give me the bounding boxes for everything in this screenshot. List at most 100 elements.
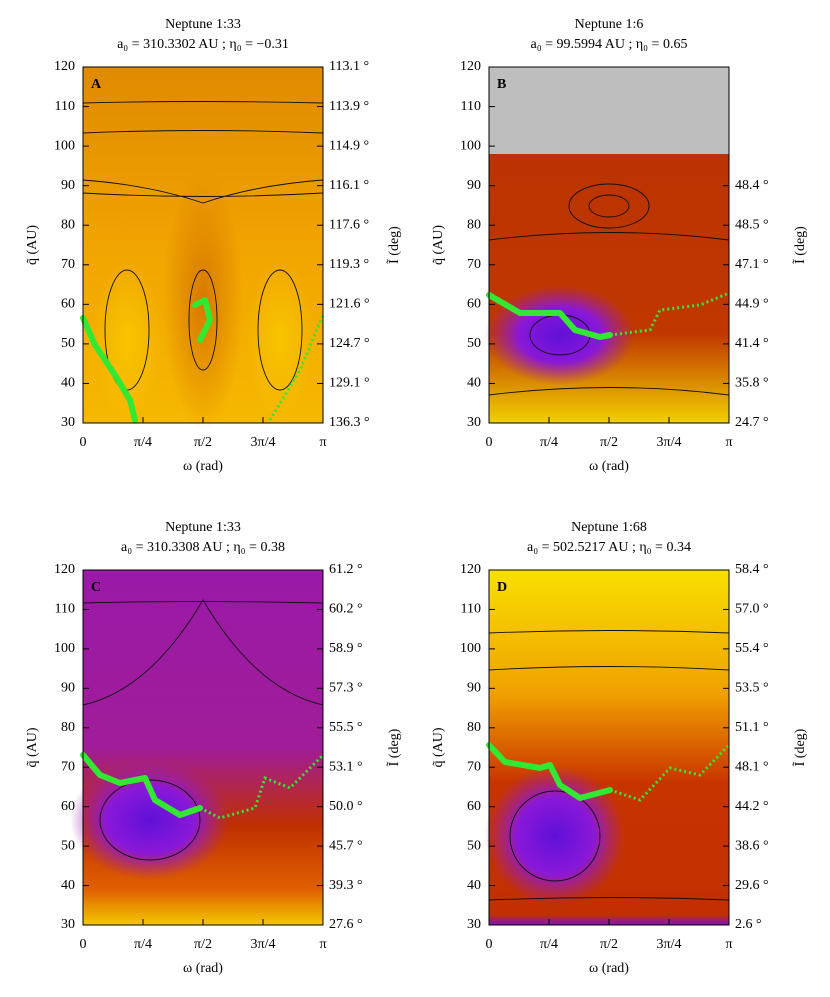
y-tick-label: 60	[467, 799, 481, 814]
y-tick-label: 80	[61, 217, 75, 232]
y-tick-label: 40	[467, 376, 481, 391]
y-tick-label: 90	[467, 178, 481, 193]
x-tick-label: 0	[80, 937, 87, 952]
y-tick-label: 70	[467, 257, 481, 272]
y-tick-label: 90	[61, 681, 75, 696]
y-tick-label: 110	[461, 602, 481, 617]
y-tick-label: 70	[61, 759, 75, 774]
y-tick-label: 100	[54, 641, 75, 656]
y2-tick-label: 53.5 °	[735, 681, 769, 696]
y-axis-label: q̃ (AU)	[431, 225, 446, 265]
panel-subtitle: a₀ = 502.5217 AU ; η₀ = 0.34	[527, 540, 691, 555]
panel-label: B	[497, 77, 506, 92]
x-tick-label: π	[725, 937, 732, 952]
y2-axis-label: Ĩ (deg)	[792, 226, 808, 264]
x-tick-label: π/2	[600, 435, 618, 450]
y2-tick-label: 60.2 °	[329, 602, 363, 617]
y2-tick-label: 58.9 °	[329, 641, 363, 656]
y2-tick-label: 53.1 °	[329, 759, 363, 774]
y-tick-label: 110	[55, 99, 75, 114]
y-tick-label: 60	[61, 799, 75, 814]
y-tick-label: 70	[61, 257, 75, 272]
y2-tick-label: 113.1 °	[329, 59, 369, 74]
x-tick-label: 3π/4	[657, 435, 682, 450]
y2-axis-label: Ĩ (deg)	[386, 728, 402, 766]
y2-tick-label: 2.6 °	[735, 917, 762, 932]
x-tick-label: π	[319, 435, 326, 450]
y-tick-label: 110	[55, 602, 75, 617]
y2-tick-label: 55.5 °	[329, 720, 363, 735]
panel-title: Neptune 1:33	[165, 520, 241, 535]
y2-tick-label: 48.4 °	[735, 178, 769, 193]
x-tick-label: π/2	[194, 937, 212, 952]
x-tick-label: 3π/4	[251, 435, 276, 450]
y2-tick-label: 39.3 °	[329, 878, 363, 893]
y-tick-label: 90	[467, 681, 481, 696]
x-tick-label: 0	[80, 435, 87, 450]
contours	[82, 101, 730, 901]
y2-tick-label: 116.1 °	[329, 178, 369, 193]
x-tick-label: π	[725, 435, 732, 450]
y-tick-label: 100	[54, 138, 75, 153]
y-tick-label: 120	[54, 59, 75, 74]
y-tick-label: 30	[467, 917, 481, 932]
y-tick-label: 50	[61, 838, 75, 853]
y-tick-label: 80	[467, 720, 481, 735]
y-tick-label: 30	[467, 415, 481, 430]
y2-tick-label: 44.9 °	[735, 297, 769, 312]
y2-tick-label: 50.0 °	[329, 799, 363, 814]
panel-subtitle: a₀ = 310.3308 AU ; η₀ = 0.38	[121, 540, 285, 555]
y-tick-label: 30	[61, 415, 75, 430]
panel-backgrounds	[70, 67, 729, 925]
y2-tick-label: 57.0 °	[735, 602, 769, 617]
y2-axis-label: Ĩ (deg)	[386, 226, 402, 264]
y-axis-label: q̃ (AU)	[25, 225, 40, 265]
y-tick-label: 30	[61, 917, 75, 932]
y-axis-label: q̃ (AU)	[25, 727, 40, 767]
panel-subtitle: a₀ = 310.3302 AU ; η₀ = −0.31	[117, 37, 289, 52]
x-tick-label: π/2	[600, 937, 618, 952]
y-tick-label: 60	[467, 297, 481, 312]
y2-tick-label: 124.7 °	[329, 336, 370, 351]
x-axis-label: ω (rad)	[183, 961, 223, 976]
y-tick-label: 120	[460, 562, 481, 577]
y2-tick-label: 27.6 °	[329, 917, 363, 932]
y-tick-label: 60	[61, 297, 75, 312]
y2-tick-label: 121.6 °	[329, 297, 370, 312]
x-axis-label: ω (rad)	[589, 459, 629, 474]
y-tick-label: 110	[461, 99, 481, 114]
x-tick-label: π/2	[194, 435, 212, 450]
y-tick-label: 50	[61, 336, 75, 351]
y-tick-label: 50	[467, 336, 481, 351]
y2-tick-label: 29.6 °	[735, 878, 769, 893]
panel-title: Neptune 1:33	[165, 17, 241, 32]
x-tick-label: π/4	[540, 435, 558, 450]
y2-tick-label: 119.3 °	[329, 257, 369, 272]
y-tick-label: 100	[460, 138, 481, 153]
y-tick-label: 100	[460, 641, 481, 656]
panel-label: D	[497, 580, 507, 595]
x-tick-label: 0	[486, 435, 493, 450]
x-tick-label: π	[319, 937, 326, 952]
y-tick-label: 80	[61, 720, 75, 735]
y-axis-label: q̃ (AU)	[431, 727, 446, 767]
x-tick-label: 3π/4	[251, 937, 276, 952]
y-tick-label: 50	[467, 838, 481, 853]
x-tick-label: π/4	[540, 937, 558, 952]
y2-tick-label: 113.9 °	[329, 99, 369, 114]
y2-tick-label: 48.1 °	[735, 759, 769, 774]
y2-tick-label: 57.3 °	[329, 681, 363, 696]
trajectories	[80, 291, 731, 820]
panel-title: Neptune 1:6	[575, 17, 644, 32]
y-tick-label: 120	[54, 562, 75, 577]
x-axis-label: ω (rad)	[589, 961, 629, 976]
y2-tick-label: 55.4 °	[735, 641, 769, 656]
y2-tick-label: 35.8 °	[735, 376, 769, 391]
y-tick-label: 120	[460, 59, 481, 74]
y2-tick-label: 24.7 °	[735, 415, 769, 430]
y2-tick-label: 61.2 °	[329, 562, 363, 577]
panel-title: Neptune 1:68	[571, 520, 647, 535]
x-tick-label: π/4	[134, 937, 152, 952]
y2-tick-label: 41.4 °	[735, 336, 769, 351]
